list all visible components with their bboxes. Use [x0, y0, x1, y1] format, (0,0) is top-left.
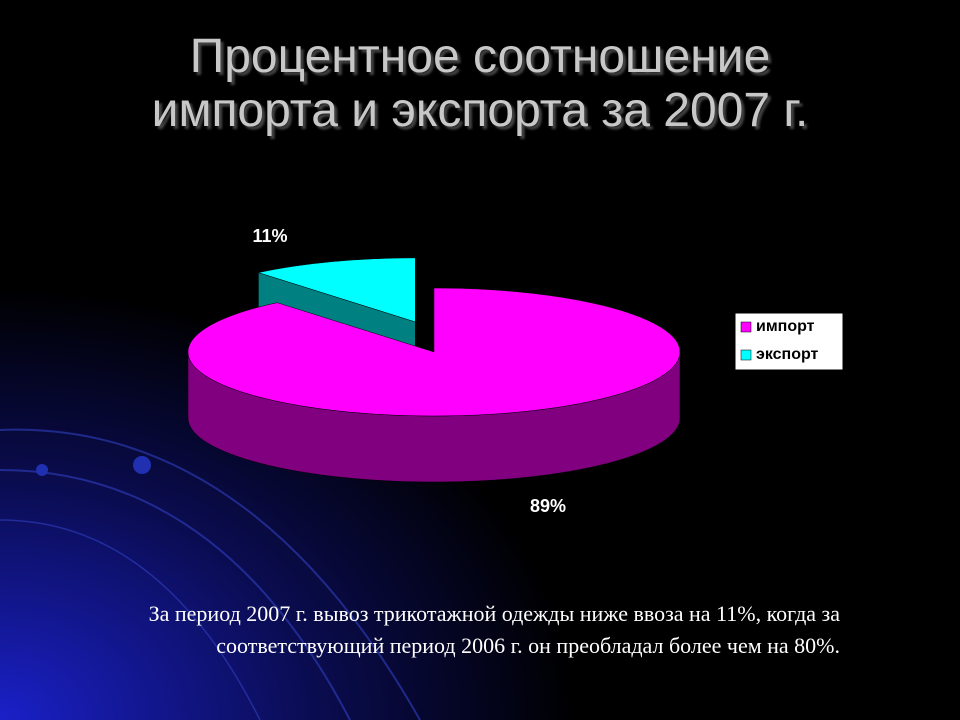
legend-swatch	[740, 321, 752, 333]
legend-box	[734, 312, 844, 371]
caption: За период 2007 г. вывоз трикотажной одеж…	[148, 601, 840, 658]
legend-label: экспорт	[756, 346, 819, 363]
legend-label: импорт	[756, 318, 815, 335]
decoration	[133, 456, 151, 474]
data-label: 89%	[530, 496, 566, 516]
legend-swatch	[740, 349, 752, 361]
decoration	[0, 428, 421, 720]
pie: 11% 89%	[187, 226, 681, 516]
slice	[257, 257, 416, 323]
title: Процентное соотношение импорта и экспорт…	[151, 30, 809, 137]
decoration	[36, 464, 48, 476]
slice	[187, 287, 681, 417]
legend: импорт экспорт	[734, 312, 844, 371]
data-label: 11%	[252, 226, 287, 246]
